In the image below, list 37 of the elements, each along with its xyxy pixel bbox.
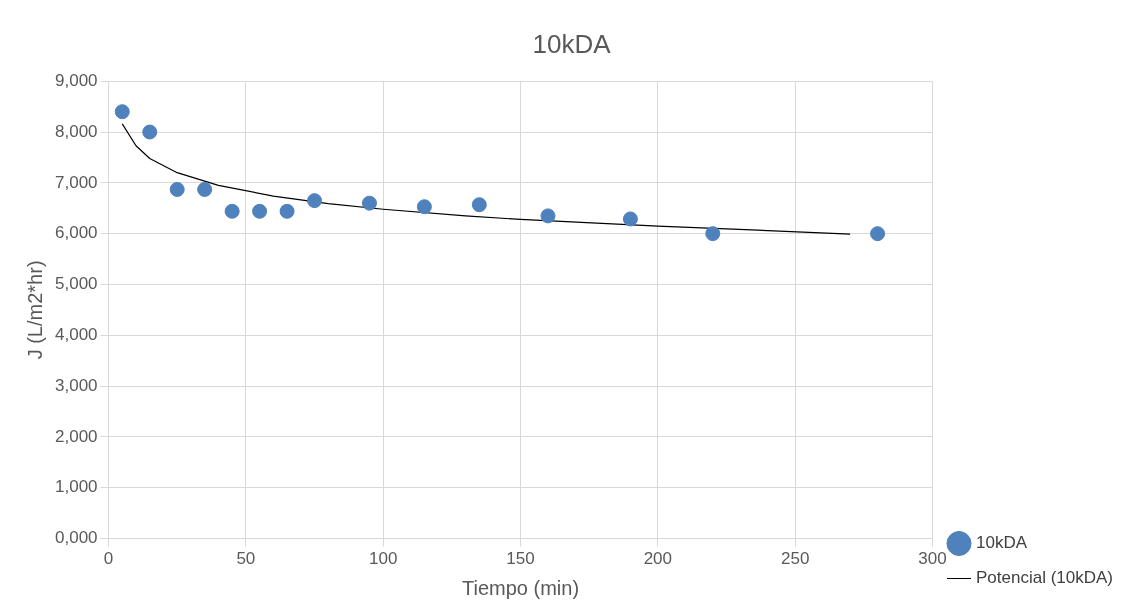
x-tick-label: 150 (506, 549, 535, 569)
point (197, 181, 213, 197)
y-tick-label: 8,000 (54, 121, 98, 141)
point (416, 199, 432, 215)
y-tick-label: 0,000 (54, 528, 98, 548)
point (705, 226, 721, 242)
point (252, 203, 268, 219)
point (540, 208, 556, 224)
point (142, 124, 158, 140)
x-tick-label: 250 (780, 549, 810, 569)
y-tick-label: 4,000 (54, 325, 98, 344)
point (622, 211, 638, 227)
point (870, 226, 886, 242)
legend-label: Potencial (10kDA) (976, 568, 1114, 588)
x-tick-label: 50 (236, 549, 256, 569)
y-tick-label: 5,000 (54, 274, 98, 294)
point (114, 104, 130, 120)
x-tick-label: 100 (369, 549, 398, 569)
point (471, 197, 487, 213)
x-tick-label: 300 (918, 549, 947, 569)
y-tick-label: 2,000 (54, 426, 98, 446)
y-axis-title: J (L/m2*hr) (23, 260, 46, 360)
y-tick-label: 9,000 (54, 70, 98, 90)
point (224, 203, 240, 219)
y-tick-label: 1,000 (54, 477, 98, 497)
point (361, 195, 377, 211)
y-tick-label: 3,000 (54, 375, 98, 395)
x-tick-label: 200 (643, 549, 673, 569)
point (169, 181, 185, 197)
y-tick-label: 6,000 (54, 223, 98, 243)
x-tick-label: 0 (103, 549, 114, 569)
point (279, 203, 295, 219)
point (307, 193, 323, 209)
chart-title: 10kDA (532, 28, 612, 59)
y-tick-label: 7,000 (54, 172, 98, 192)
x-axis-title: Tiempo (min) (461, 576, 580, 599)
legend-label: 10kDA (976, 533, 1028, 553)
